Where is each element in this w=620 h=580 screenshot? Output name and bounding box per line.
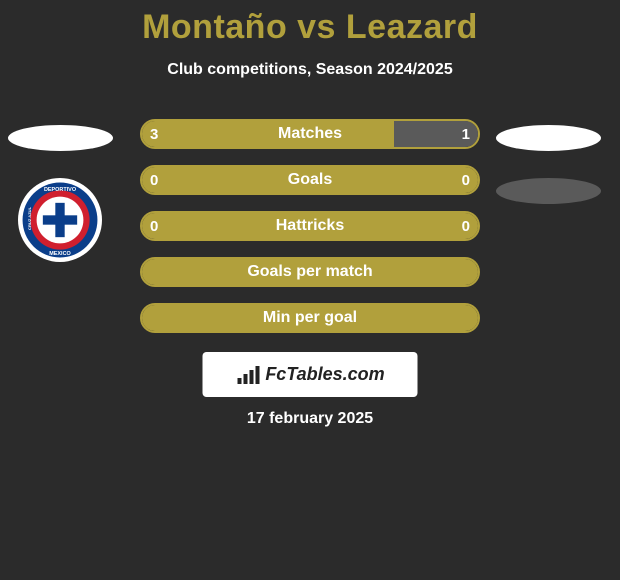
date-text: 17 february 2025	[0, 410, 620, 428]
stat-row: 31Matches	[0, 119, 620, 165]
stat-row: 00Hattricks	[0, 211, 620, 257]
stat-rows: 31Matches 00Goals 00Hattricks Goals per mat…	[0, 119, 620, 349]
stat-row: Goals per match	[0, 257, 620, 303]
stat-bar: Goals per match	[140, 257, 480, 287]
stat-label: Min per goal	[142, 309, 478, 327]
brand-text: FcTables.com	[265, 364, 384, 385]
stat-label: Goals per match	[142, 263, 478, 281]
stat-label: Hattricks	[142, 217, 478, 235]
page-subtitle: Club competitions, Season 2024/2025	[0, 61, 620, 79]
brand-badge[interactable]: FcTables.com	[203, 352, 418, 397]
stat-bar: 00Goals	[140, 165, 480, 195]
stat-row: 00Goals	[0, 165, 620, 211]
stat-bar: 00Hattricks	[140, 211, 480, 241]
stat-label: Goals	[142, 171, 478, 189]
page-title: Montaño vs Leazard	[0, 0, 620, 47]
stat-bar: Min per goal	[140, 303, 480, 333]
stat-row: Min per goal	[0, 303, 620, 349]
stat-bar: 31Matches	[140, 119, 480, 149]
bars-icon	[235, 364, 261, 386]
comparison-card: Montaño vs Leazard Club competitions, Se…	[0, 0, 620, 580]
stat-label: Matches	[142, 125, 478, 143]
